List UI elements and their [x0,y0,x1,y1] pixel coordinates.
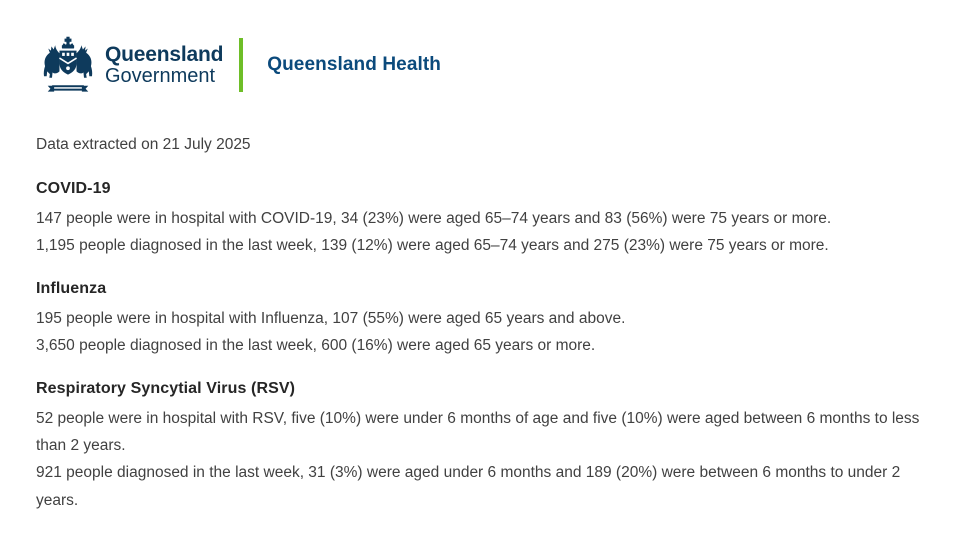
content: Data extracted on 21 July 2025 COVID-19 … [36,134,937,514]
data-extracted-date: Data extracted on 21 July 2025 [36,136,251,153]
section-influenza: Influenza 195 people were in hospital wi… [36,278,937,360]
section-paragraph: 195 people were in hospital with Influen… [36,309,626,327]
coat-of-arms-icon [43,36,93,92]
site-title[interactable]: Queensland Health [267,54,441,75]
queensland-government-logo[interactable]: Queensland Government [36,36,223,94]
header-divider [239,38,244,92]
section-paragraph: 3,650 people diagnosed in the last week,… [36,337,596,355]
section-title: Influenza [36,279,107,297]
section-paragraph: 921 people diagnosed in the last week, 3… [36,464,901,509]
section-paragraph: 1,195 people diagnosed in the last week,… [36,237,829,255]
section-title: Respiratory Syncytial Virus (RSV) [36,379,296,397]
section-rsv: Respiratory Syncytial Virus (RSV) 52 peo… [36,378,937,515]
section-paragraph: 147 people were in hospital with COVID-1… [36,210,832,227]
logo-wordmark: Queensland Government [105,42,224,87]
site-header: Queensland Government Queensland Health [0,0,973,100]
logo-line-government: Government [105,64,216,87]
section-title: COVID-19 [36,180,111,197]
logo-line-queensland: Queensland [105,42,224,66]
section-covid19: COVID-19 147 people were in hospital wit… [36,178,937,260]
section-paragraph: 52 people were in hospital with RSV, fiv… [36,409,920,455]
